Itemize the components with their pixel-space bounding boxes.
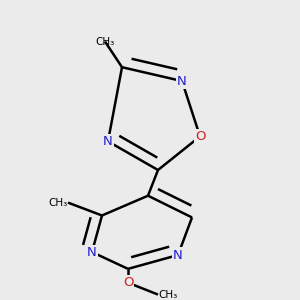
Text: CH₃: CH₃ (158, 290, 177, 300)
Text: N: N (103, 135, 113, 148)
Text: N: N (87, 246, 97, 259)
Text: N: N (177, 75, 187, 88)
Text: O: O (195, 130, 205, 143)
Text: CH₃: CH₃ (95, 37, 115, 46)
Text: CH₃: CH₃ (49, 198, 68, 208)
Text: O: O (123, 276, 133, 289)
Text: N: N (173, 248, 183, 262)
